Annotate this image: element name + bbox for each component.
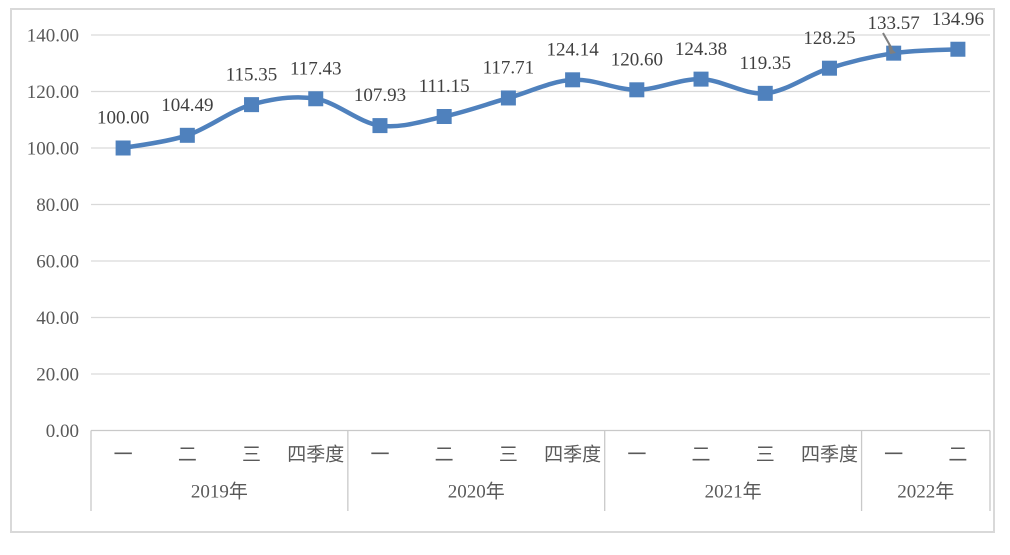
cursor-shaft: [882, 32, 893, 50]
data-labels: 100.00 104.49 115.35 117.43 107.93 111.15 117.…: [97, 9, 984, 129]
data-point-marker[interactable]: [179, 127, 195, 143]
y-tick-label: 60.00: [36, 252, 79, 273]
cursor-head: [888, 45, 896, 54]
quarter-label: 一: [627, 445, 646, 466]
year-label: 2021年: [705, 481, 762, 503]
data-point-marker[interactable]: [693, 71, 709, 87]
data-point-marker[interactable]: [500, 90, 516, 106]
data-label: 120.60: [611, 49, 663, 70]
y-tick-label: 140.00: [27, 26, 79, 47]
data-label: 107.93: [354, 85, 406, 106]
y-tick-label: 0.00: [46, 421, 79, 442]
data-point-marker[interactable]: [115, 140, 131, 156]
y-axis-tick-labels: 0.00 20.00 40.00 60.00 80.00 100.00 120.00 140.…: [27, 26, 79, 442]
data-label: 124.38: [675, 39, 727, 60]
quarter-label: 三: [499, 445, 518, 466]
data-label: 117.43: [290, 58, 342, 79]
y-tick-label: 80.00: [36, 195, 79, 216]
data-label: 119.35: [739, 53, 791, 74]
data-label: 111.15: [419, 76, 470, 97]
data-label: 117.71: [483, 58, 535, 79]
quarter-label: 三: [756, 445, 775, 466]
quarter-label: 四季度: [544, 444, 601, 466]
quarter-label: 一: [884, 445, 903, 466]
quarter-label: 四季度: [801, 444, 858, 466]
quarter-label: 二: [948, 445, 967, 466]
y-tick-label: 120.00: [27, 82, 79, 103]
y-tick-label: 100.00: [27, 139, 79, 160]
quarter-label: 一: [114, 445, 133, 466]
data-label: 128.25: [803, 28, 855, 49]
data-point-marker[interactable]: [565, 72, 581, 88]
quarter-label: 二: [692, 445, 711, 466]
x-axis-year-labels: 2019年 2020年 2021年 2022年: [191, 481, 954, 503]
year-label: 2020年: [448, 481, 505, 503]
gridlines: [91, 34, 990, 432]
data-point-marker[interactable]: [757, 85, 773, 101]
data-point-marker[interactable]: [372, 118, 388, 134]
year-label: 2022年: [897, 481, 954, 503]
data-point-marker[interactable]: [821, 60, 837, 76]
data-point-marker[interactable]: [629, 82, 645, 98]
data-point-marker[interactable]: [244, 97, 260, 113]
data-label: 134.96: [932, 9, 984, 30]
mouse-cursor-icon: [882, 32, 896, 54]
data-point-marker[interactable]: [436, 109, 452, 125]
data-label: 124.14: [546, 39, 599, 60]
quarter-label: 二: [435, 445, 454, 466]
quarter-label: 四季度: [287, 444, 344, 466]
x-axis-quarter-labels: 一 二 三 四季度 一 二 三 四季度 一 二 三 四季度 一 二: [114, 444, 968, 466]
y-tick-label: 40.00: [36, 308, 79, 329]
series-markers: [115, 41, 966, 156]
data-label: 104.49: [161, 95, 213, 116]
data-label: 115.35: [226, 64, 278, 85]
quarter-label: 一: [370, 445, 389, 466]
data-label: 100.00: [97, 108, 149, 129]
y-tick-label: 20.00: [36, 365, 79, 386]
quarter-label: 二: [178, 445, 197, 466]
quarter-label: 三: [242, 445, 261, 466]
year-label: 2019年: [191, 481, 248, 503]
data-label: 133.57: [868, 13, 920, 34]
data-point-marker[interactable]: [308, 91, 324, 107]
data-point-marker[interactable]: [950, 41, 966, 57]
axis-group-separators: [90, 430, 991, 511]
